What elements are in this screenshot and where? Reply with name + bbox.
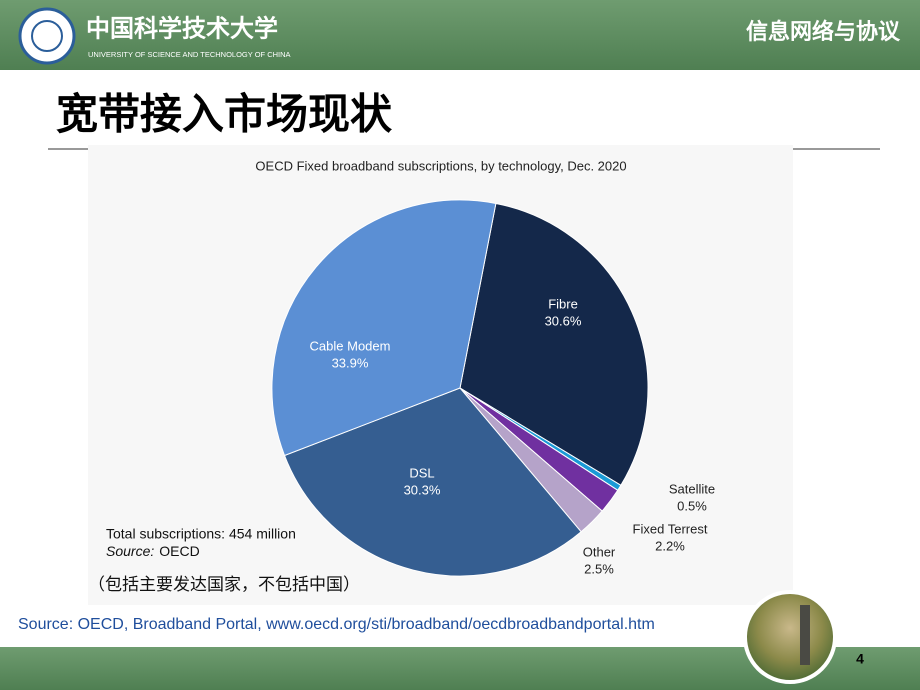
logo [18,7,76,65]
slice-value-label: 2.5% [584,561,614,576]
pie-slice [271,199,497,457]
pie-slice [283,387,582,577]
slice-value-label: 30.3% [404,482,441,497]
header-band [0,0,920,70]
university-name: 中国科学技术大学 [86,14,278,43]
chart-title: OECD Fixed broadband subscriptions, by t… [255,158,626,173]
pie-slice [459,202,649,486]
note: （包括主要发达国家，不包括中国） [88,575,360,595]
slice-value-label: 33.9% [332,355,369,370]
slice-value-label: 2.2% [655,538,685,553]
source-text: Source: OECD, Broadband Portal, www.oecd… [18,616,655,633]
pie: Fibre 30.6% Satellite 0.5% Fixed Terrest 2.2%… [271,199,715,577]
statue [800,605,810,665]
slice-label: Fibre [548,296,578,311]
total-annotation: Total subscriptions: 454 million [106,526,296,542]
page-number: 4 [856,651,864,667]
slice-label: Fixed Terrest [633,521,708,536]
slice-label: Satellite [669,481,715,496]
slice-value-label: 0.5% [677,498,707,513]
source-annotation: Source: OECD [106,543,200,559]
university-name-en: UNIVERSITY OF SCIENCE AND TECHNOLOGY OF … [88,50,291,59]
slide-title: 宽带接入市场现状 [56,90,393,139]
source-label: Source: [106,543,154,559]
source-value: OECD [159,543,199,559]
campus-photo [743,590,837,684]
logo-inner [31,20,63,52]
slice-label: DSL [409,465,434,480]
course-name: 信息网络与协议 [746,19,901,45]
slice-label: Other [583,544,616,559]
slice-value-label: 30.6% [545,313,582,328]
slice-label: Cable Modem [310,338,391,353]
